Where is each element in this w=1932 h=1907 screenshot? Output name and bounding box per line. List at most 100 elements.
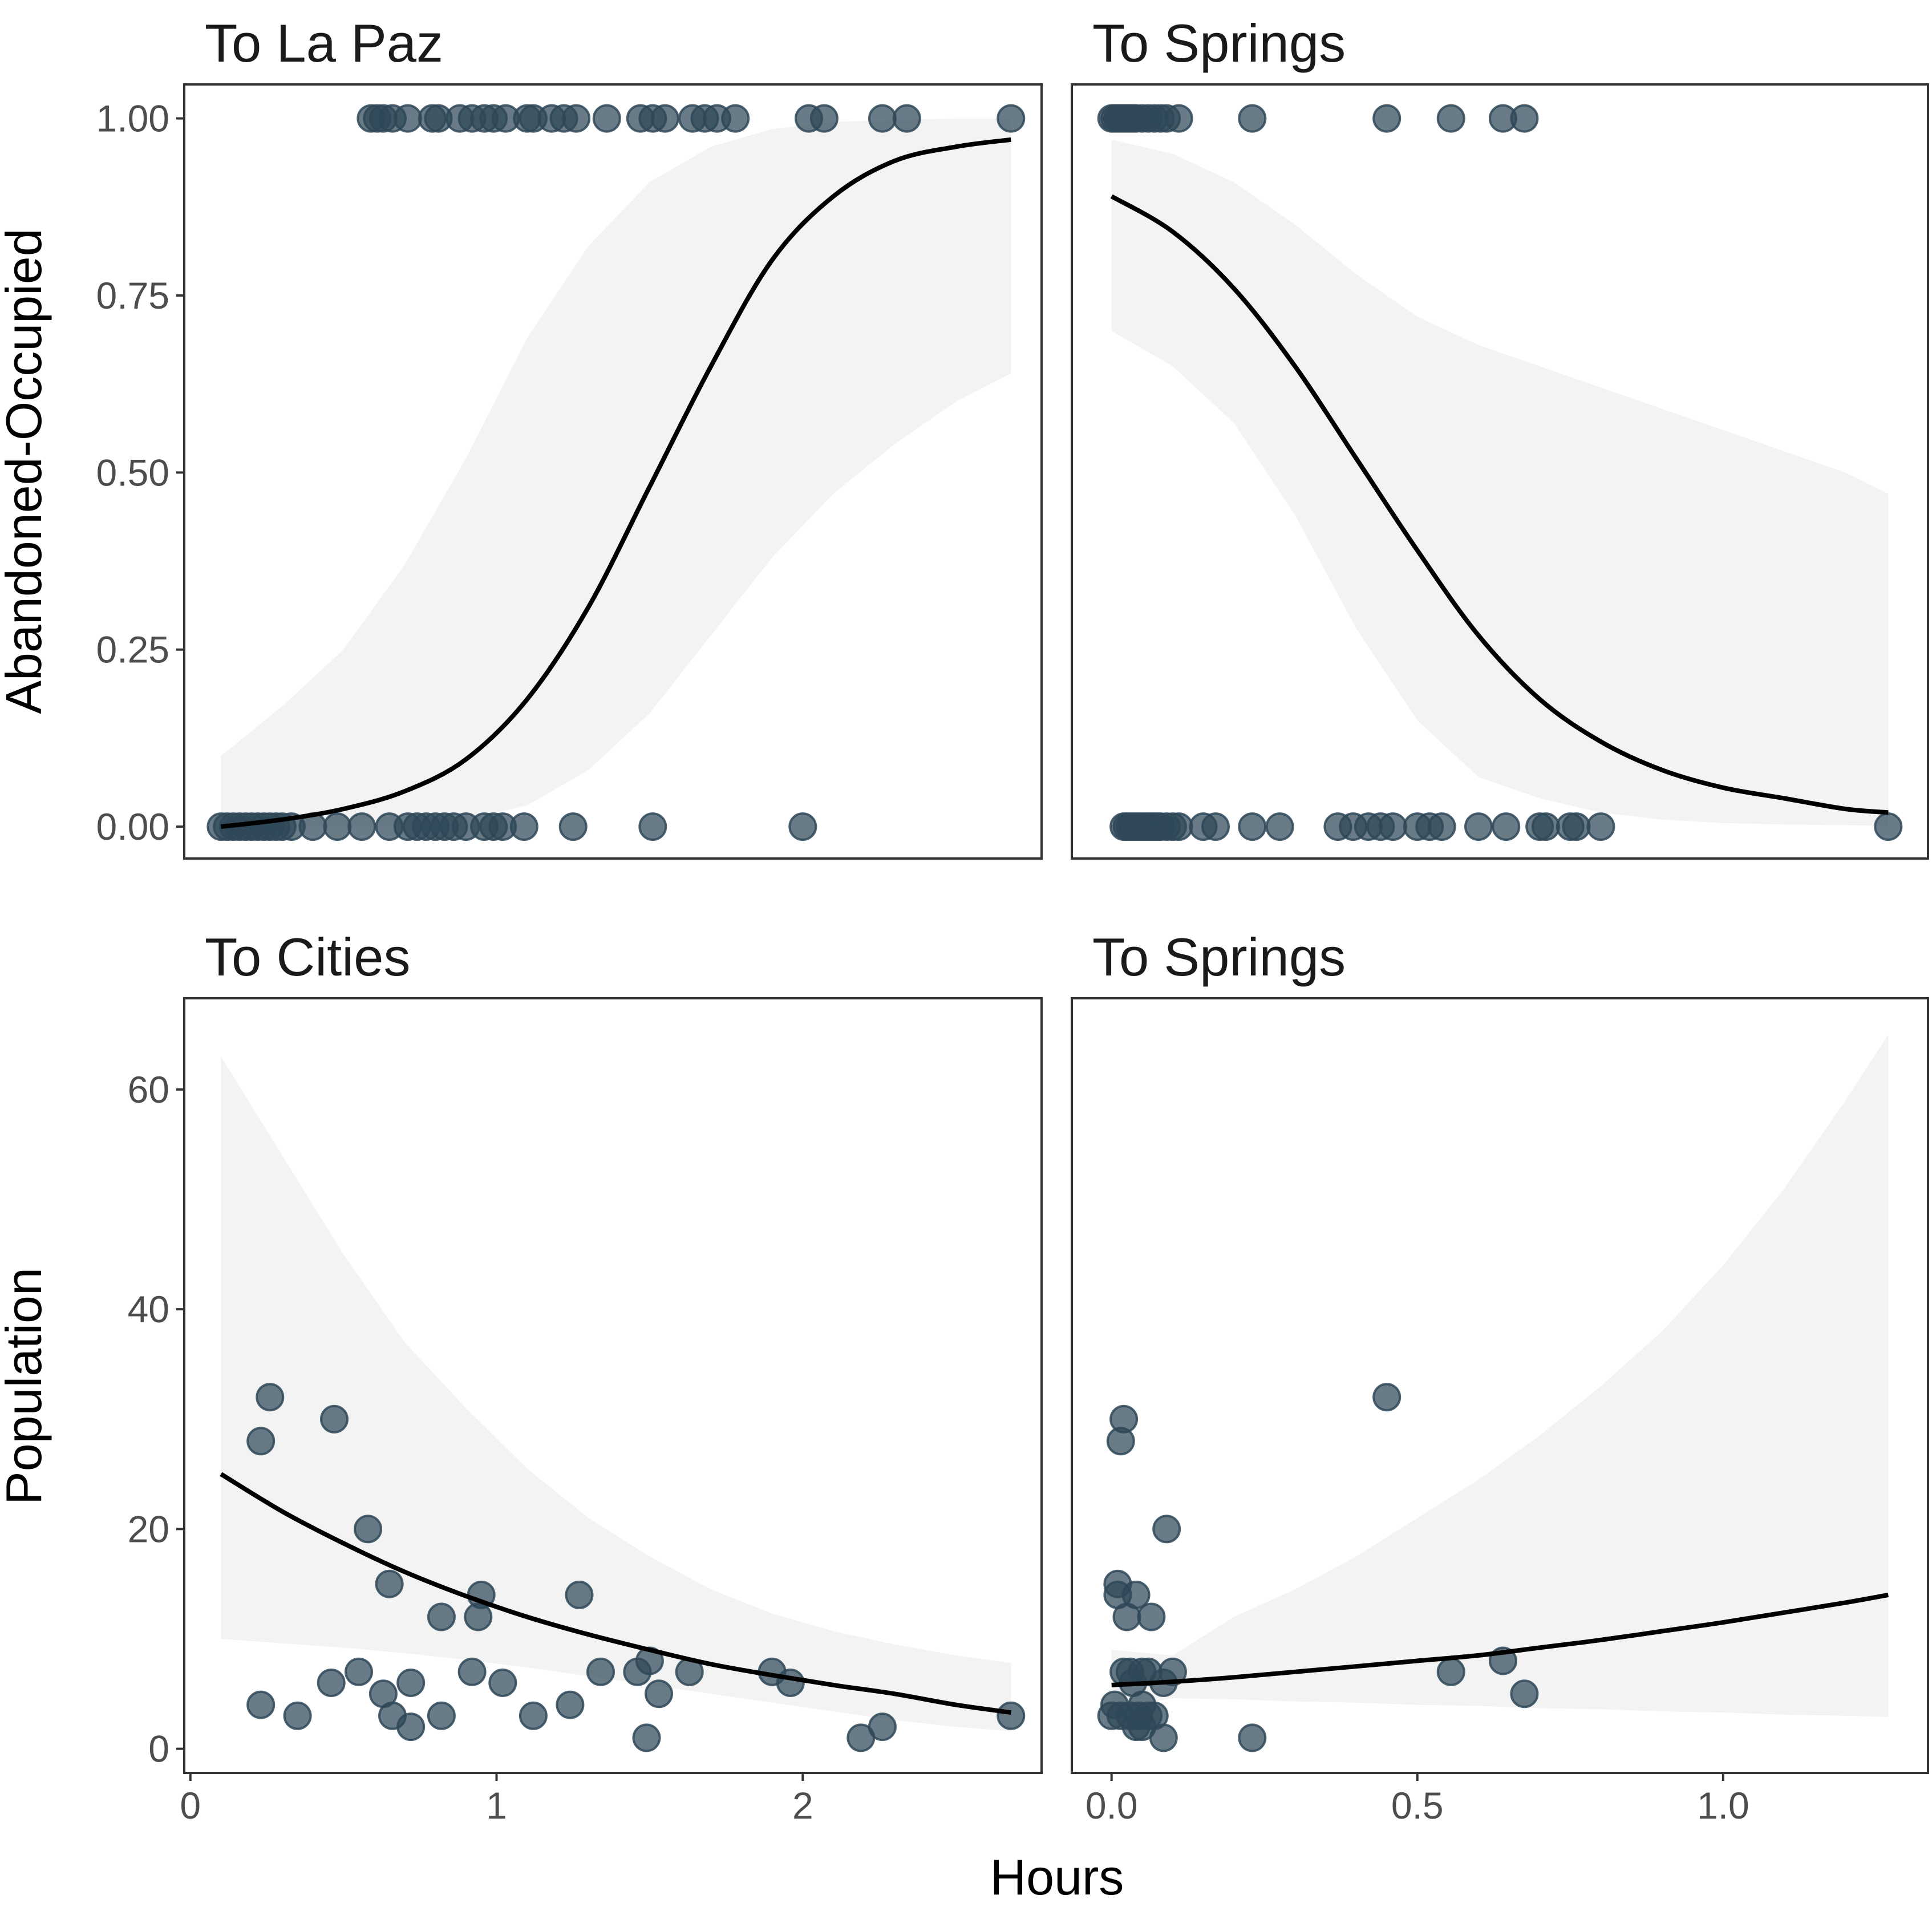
plot-area [1097,104,1903,841]
data-point [320,1404,349,1434]
data-point [868,1712,897,1742]
data-point [1149,1723,1178,1752]
data-point [1510,104,1539,133]
data-point [347,812,376,841]
panel-frame [183,997,1043,1774]
data-point [1238,812,1267,841]
data-point [1158,1657,1187,1686]
data-point [1436,104,1465,133]
plot-area [206,104,1026,841]
data-point [427,1602,456,1631]
x-tick-label: 1 [486,1784,507,1827]
panel-cities: To Cities 0 20 40 60 0 1 2 [128,927,1043,1827]
y-tick-label: 0.50 [96,451,169,493]
data-point [1164,104,1193,133]
data-point [1586,812,1615,841]
data-point [317,1669,346,1697]
data-point [488,1669,517,1697]
panel-springs-bottom: To Springs 0.0 0.5 1.0 [1071,927,1929,1827]
y-tick-label: 0 [148,1728,169,1770]
data-point [396,1712,426,1742]
data-point [457,1657,487,1686]
y-tick-label: 1.00 [96,98,169,140]
data-point [393,104,422,133]
plot-area [220,1056,1026,1752]
panel-frame [1071,997,1929,1774]
data-point [1372,1383,1402,1412]
panel-springs-top: To Springs [1071,13,1929,860]
data-point [586,1657,615,1686]
data-point [632,1723,661,1752]
confidence-band [1111,139,1889,826]
data-point [1112,1602,1141,1631]
y-axis-label-top: Abandoned-Occupied [0,228,52,714]
data-point [1378,812,1407,841]
x-tick-label: 0 [180,1784,201,1827]
data-point [1152,1515,1181,1544]
confidence-band [221,1056,1011,1731]
data-point [1106,1427,1135,1456]
data-point [354,1515,383,1544]
x-tick-label: 1.0 [1697,1784,1749,1827]
fit-line [1111,1592,1889,1687]
confidence-band [1111,1034,1889,1717]
y-tick-label: 60 [128,1068,169,1111]
data-point [565,1580,594,1609]
data-point [1238,1723,1267,1752]
data-point [256,1383,285,1412]
fit-line [220,1472,1011,1715]
fit-line [220,137,1011,829]
data-point [1427,812,1456,841]
data-point [1531,812,1560,841]
x-tick-label: 0.0 [1086,1784,1138,1827]
data-point [345,1657,373,1686]
data-point [519,1701,548,1730]
y-tick-label: 40 [128,1288,169,1330]
y-tick-label: 0.00 [96,805,169,848]
data-point [246,1690,276,1719]
data-point [1492,812,1521,841]
confidence-band [221,118,1011,827]
data-point [558,812,588,841]
data-point [1137,1602,1166,1631]
panel-title: To Cities [205,927,410,987]
data-point [650,104,679,133]
data-point [1562,812,1591,841]
y-tick-label: 20 [128,1508,169,1550]
data-point [246,1427,276,1456]
data-point [1510,1679,1539,1708]
data-point [323,812,352,841]
y-tick-label: 0.25 [96,629,169,671]
plot-area [1097,1034,1889,1752]
data-point [809,104,839,133]
data-point [427,1701,456,1730]
data-point [997,104,1026,133]
data-point [788,812,817,841]
data-point [509,812,538,841]
data-point [1164,812,1193,841]
data-point [1436,1657,1465,1686]
fit-line [1110,194,1889,815]
panel-la-paz: To La Paz 0.00 0.25 0.50 0.75 1.00 [96,13,1043,860]
panel-title: To Springs [1092,927,1346,987]
data-point [464,1602,493,1631]
y-axis-label-bottom: Population [0,1268,52,1505]
data-point [721,104,750,133]
data-point [396,1669,426,1697]
data-point [556,1690,585,1719]
y-tick-label: 0.75 [96,274,169,317]
panel-frame [1071,83,1929,860]
data-point [997,1701,1026,1730]
data-point [283,1701,312,1730]
data-point [868,104,897,133]
data-point [1238,104,1267,133]
data-point [562,104,591,133]
data-point [1201,812,1230,841]
data-point [375,1569,404,1598]
data-point [892,104,921,133]
panel-title: To La Paz [205,13,443,73]
data-point [1874,812,1903,841]
data-point [645,1679,673,1708]
